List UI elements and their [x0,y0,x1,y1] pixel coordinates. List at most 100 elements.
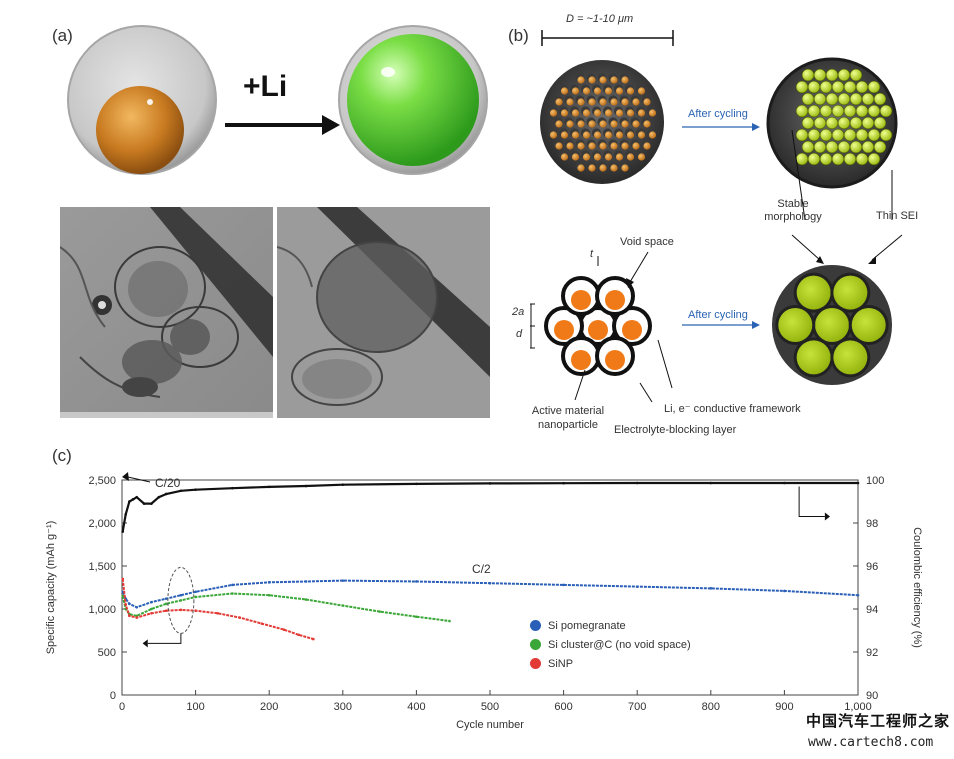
series-line-sinp [121,578,314,641]
y2-tick-label: 98 [866,518,878,530]
data-point [415,482,418,486]
data-point [231,583,234,587]
x-tick-label: 600 [554,701,572,713]
legend-item: Si cluster@C (no void space) [530,635,691,654]
tem-image-before [60,207,273,418]
data-point [124,513,127,516]
data-point [415,580,418,583]
data-point [378,610,381,613]
x-tick-label: 1,000 [844,701,872,713]
y2-axis-label: Coulombic efficiency (%) [911,527,923,648]
data-point [194,609,197,613]
data-point [194,595,197,599]
y2-tick-label: 96 [866,561,878,573]
pomegranate-schematic [530,30,903,403]
data-point [488,482,492,485]
t-label: t [590,248,594,260]
data-point [415,615,418,619]
legend-marker [530,620,541,631]
data-point [121,577,125,581]
data-point [635,585,639,588]
y2-tick-label: 100 [866,475,884,487]
data-point [231,486,234,490]
data-point [231,592,234,595]
data-point [142,502,146,505]
y-tick-label: 500 [98,647,116,659]
x-axis-label: Cycle number [456,719,524,731]
series-line-coulombic-efficiency [121,481,858,532]
legend-label: SiNP [548,657,574,670]
y-tick-label: 1,500 [88,561,116,573]
electrolyte-blocking-label: Electrolyte-blocking layer [614,424,737,436]
c2-label: C/2 [472,562,491,576]
after-cycling-top: After cycling [688,108,748,120]
x-tick-label: 800 [702,701,720,713]
data-point [267,485,271,489]
data-point [783,481,786,485]
data-point [150,612,153,615]
data-point [238,616,242,619]
x-tick-label: 300 [334,701,352,713]
data-point [121,530,125,533]
y2-tick-label: 90 [866,690,878,702]
data-point [179,599,183,602]
x-tick-label: 0 [119,701,125,713]
y-axis-label: Specific capacity (mAh g⁻¹) [45,521,57,655]
chart-legend: Si pomegranate Si cluster@C (no void spac… [530,616,691,673]
y-tick-label: 1,000 [88,604,116,616]
2a-label: 2a [512,306,525,318]
x-tick-label: 500 [481,701,499,713]
data-point [341,604,345,607]
data-point [179,608,183,612]
data-point [856,593,860,597]
data-point [304,598,308,601]
lithiation-schematic [67,25,488,175]
data-point [131,498,135,501]
legend-item: Si pomegranate [530,616,691,635]
data-point [164,602,168,606]
data-point [341,579,345,582]
y-tick-label: 0 [110,690,116,702]
panel-c-label: (c) [52,446,72,465]
data-point [783,589,786,593]
data-point [304,484,308,488]
data-point [267,593,271,597]
data-point [135,616,139,619]
after-cycling-bottom: After cycling [688,309,748,321]
void-space-label: Void space [620,236,674,248]
data-point [448,619,451,623]
y-tick-label: 2,500 [88,475,116,487]
data-point [157,495,161,499]
data-point [135,605,139,609]
lithiated-core-after [347,34,479,166]
stable-morphology-label: Stable morphology [764,198,822,223]
dimension-label: D = ~1-10 μm [566,13,634,25]
x-tick-label: 400 [407,701,425,713]
data-point [260,622,264,625]
data-point [128,602,131,606]
data-point [709,587,713,590]
legend-label: Si cluster@C (no void space) [548,638,691,651]
legend-label: Si pomegranate [548,619,626,632]
data-point [709,481,713,485]
x-tick-label: 100 [186,701,204,713]
active-material-label: Active material nanoparticle [531,405,605,431]
data-point [304,580,308,583]
data-point [179,489,183,493]
y2-tick-label: 92 [866,647,878,659]
legend-marker [530,658,541,669]
data-point [856,481,860,485]
data-point [164,492,168,496]
unit-cell-before [544,276,652,376]
data-point [179,593,183,597]
data-point [150,502,153,505]
plus-li-label: +Li [243,70,288,103]
conductive-framework-label: Li, e⁻ conductive framework [664,403,801,415]
data-point [124,603,127,606]
data-point [488,581,492,585]
data-point [216,612,219,615]
data-point [635,481,639,485]
data-point [194,488,197,491]
data-point [194,590,197,594]
data-point [297,633,300,637]
